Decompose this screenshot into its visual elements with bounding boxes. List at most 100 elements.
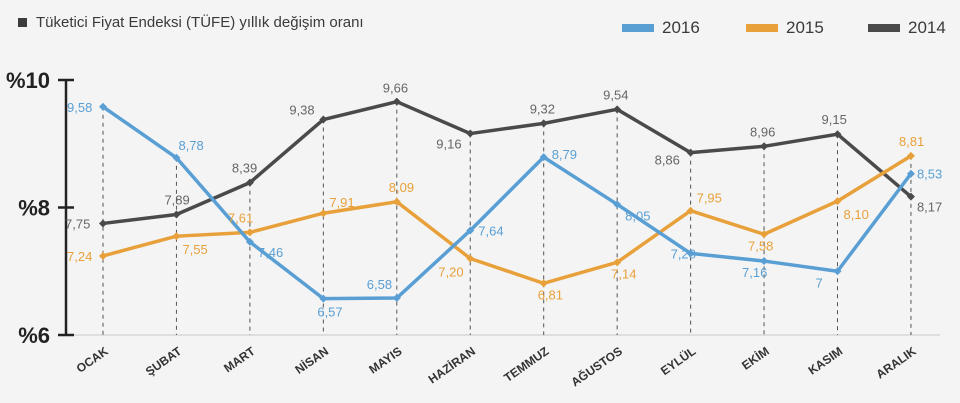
data-point-2014 — [466, 129, 475, 138]
data-point-2015 — [906, 151, 915, 160]
data-point-2016 — [760, 257, 769, 266]
series-line-2016 — [102, 105, 913, 301]
data-point-2015 — [319, 209, 328, 218]
data-point-2016 — [466, 226, 475, 235]
data-label-2016: 8,05 — [625, 208, 650, 223]
data-label-2015: 8,10 — [844, 207, 869, 222]
data-label-2016: 8,53 — [917, 167, 942, 182]
data-point-2014 — [99, 219, 107, 228]
data-point-2015 — [686, 206, 695, 215]
legend-item-2016: 2016 — [622, 18, 700, 38]
data-label-2016: 7,16 — [742, 265, 767, 280]
data-label-2014: 9,66 — [383, 81, 408, 96]
legend-label-2014: 2014 — [908, 18, 946, 37]
x-tick-label: NİSAN — [292, 343, 331, 377]
data-label-2015: 8,81 — [899, 134, 924, 149]
legend-label-2016: 2016 — [662, 18, 700, 37]
data-label-2015: 7,61 — [228, 210, 253, 225]
data-label-2016: 8,79 — [552, 147, 577, 162]
x-tick-label: EYLÜL — [657, 343, 698, 378]
data-point-2014 — [613, 105, 622, 114]
x-tick-label: ŞUBAT — [143, 344, 185, 379]
data-label-2015: 7,14 — [611, 266, 636, 281]
data-label-2014: 8,17 — [917, 200, 942, 215]
data-point-2015 — [833, 197, 842, 206]
data-point-2014 — [392, 97, 401, 106]
data-point-2015 — [99, 251, 107, 260]
data-point-2015 — [245, 228, 254, 237]
data-point-2016 — [906, 169, 915, 178]
data-label-2015: 7,24 — [67, 249, 92, 264]
data-label-2016: 7,46 — [258, 245, 283, 260]
data-label-2014: 8,86 — [655, 153, 680, 168]
data-label-2016: 7 — [816, 275, 823, 290]
data-point-2016 — [833, 267, 842, 276]
legend: 2016 2015 2014 — [0, 18, 960, 42]
legend-swatch-2014 — [868, 24, 900, 32]
x-tick-label: ARALIK — [874, 344, 919, 382]
chart-title-row: Tüketici Fiyat Endeksi (TÜFE) yıllık değ… — [18, 14, 364, 31]
data-label-2015: 7,95 — [697, 191, 722, 206]
legend-item-2015: 2015 — [746, 18, 824, 38]
x-tick-label: KASIM — [806, 344, 846, 378]
data-label-2014: 9,16 — [436, 137, 461, 152]
x-tick-label: TEMMUZ — [501, 344, 551, 385]
data-label-2015: 7,20 — [438, 265, 463, 280]
data-label-2014: 7,89 — [164, 193, 189, 208]
y-tick-label: %6 — [18, 323, 50, 348]
data-label-2014: 8,39 — [232, 161, 257, 176]
y-tick-label: %8 — [18, 196, 50, 221]
x-tick-label: MAYIS — [366, 344, 404, 377]
data-label-2015: 8,09 — [389, 180, 414, 195]
data-label-2015: 7,91 — [329, 195, 354, 210]
data-point-2014 — [686, 148, 695, 157]
data-point-2014 — [172, 210, 181, 219]
legend-item-2014: 2014 — [868, 18, 946, 38]
data-point-2015 — [392, 197, 401, 206]
data-point-2016 — [172, 153, 181, 162]
data-point-2014 — [833, 130, 842, 139]
x-tick-label: EKİM — [739, 343, 772, 372]
data-label-2016: 7,64 — [478, 223, 503, 238]
legend-label-2015: 2015 — [786, 18, 824, 37]
data-point-2015 — [760, 230, 769, 239]
data-point-2015 — [539, 279, 548, 288]
data-point-2016 — [245, 237, 254, 246]
data-label-2014: 9,32 — [530, 101, 555, 116]
data-label-2014: 9,38 — [289, 103, 314, 118]
data-point-2014 — [319, 115, 328, 124]
series-line-2015 — [102, 154, 912, 286]
legend-swatch-2015 — [746, 24, 778, 32]
x-tick-label: AĞUSTOS — [568, 343, 625, 389]
x-tick-label: HAZİRAN — [425, 343, 478, 386]
data-label-2014: 9,54 — [603, 87, 628, 102]
chart-title: Tüketici Fiyat Endeksi (TÜFE) yıllık değ… — [36, 14, 364, 31]
data-point-2016 — [319, 294, 328, 303]
data-point-2015 — [172, 232, 181, 241]
data-label-2014: 9,15 — [822, 112, 847, 127]
x-tick-label: MART — [221, 344, 258, 376]
data-label-2016: 8,78 — [178, 138, 203, 153]
title-bullet-icon — [18, 18, 27, 27]
data-label-2014: 8,96 — [750, 124, 775, 139]
data-point-2014 — [760, 142, 769, 151]
data-point-2014 — [245, 178, 254, 187]
data-label-2015: 7,55 — [182, 242, 207, 257]
data-point-2015 — [466, 254, 475, 263]
data-label-2016: 7,28 — [671, 246, 696, 261]
data-point-2016 — [99, 102, 107, 111]
data-point-2016 — [539, 153, 548, 162]
data-label-2015: 7,58 — [748, 238, 773, 253]
data-point-2016 — [686, 249, 695, 258]
data-label-2015: 6,81 — [538, 287, 563, 302]
data-point-2015 — [613, 258, 622, 267]
data-label-2016: 6,57 — [317, 305, 342, 320]
data-label-2016: 9,58 — [67, 100, 92, 115]
x-tick-label: OCAK — [74, 344, 111, 376]
data-label-2016: 6,58 — [367, 277, 392, 292]
data-point-2014 — [539, 119, 548, 128]
series-line-2014 — [102, 99, 913, 226]
data-point-2016 — [613, 200, 622, 209]
